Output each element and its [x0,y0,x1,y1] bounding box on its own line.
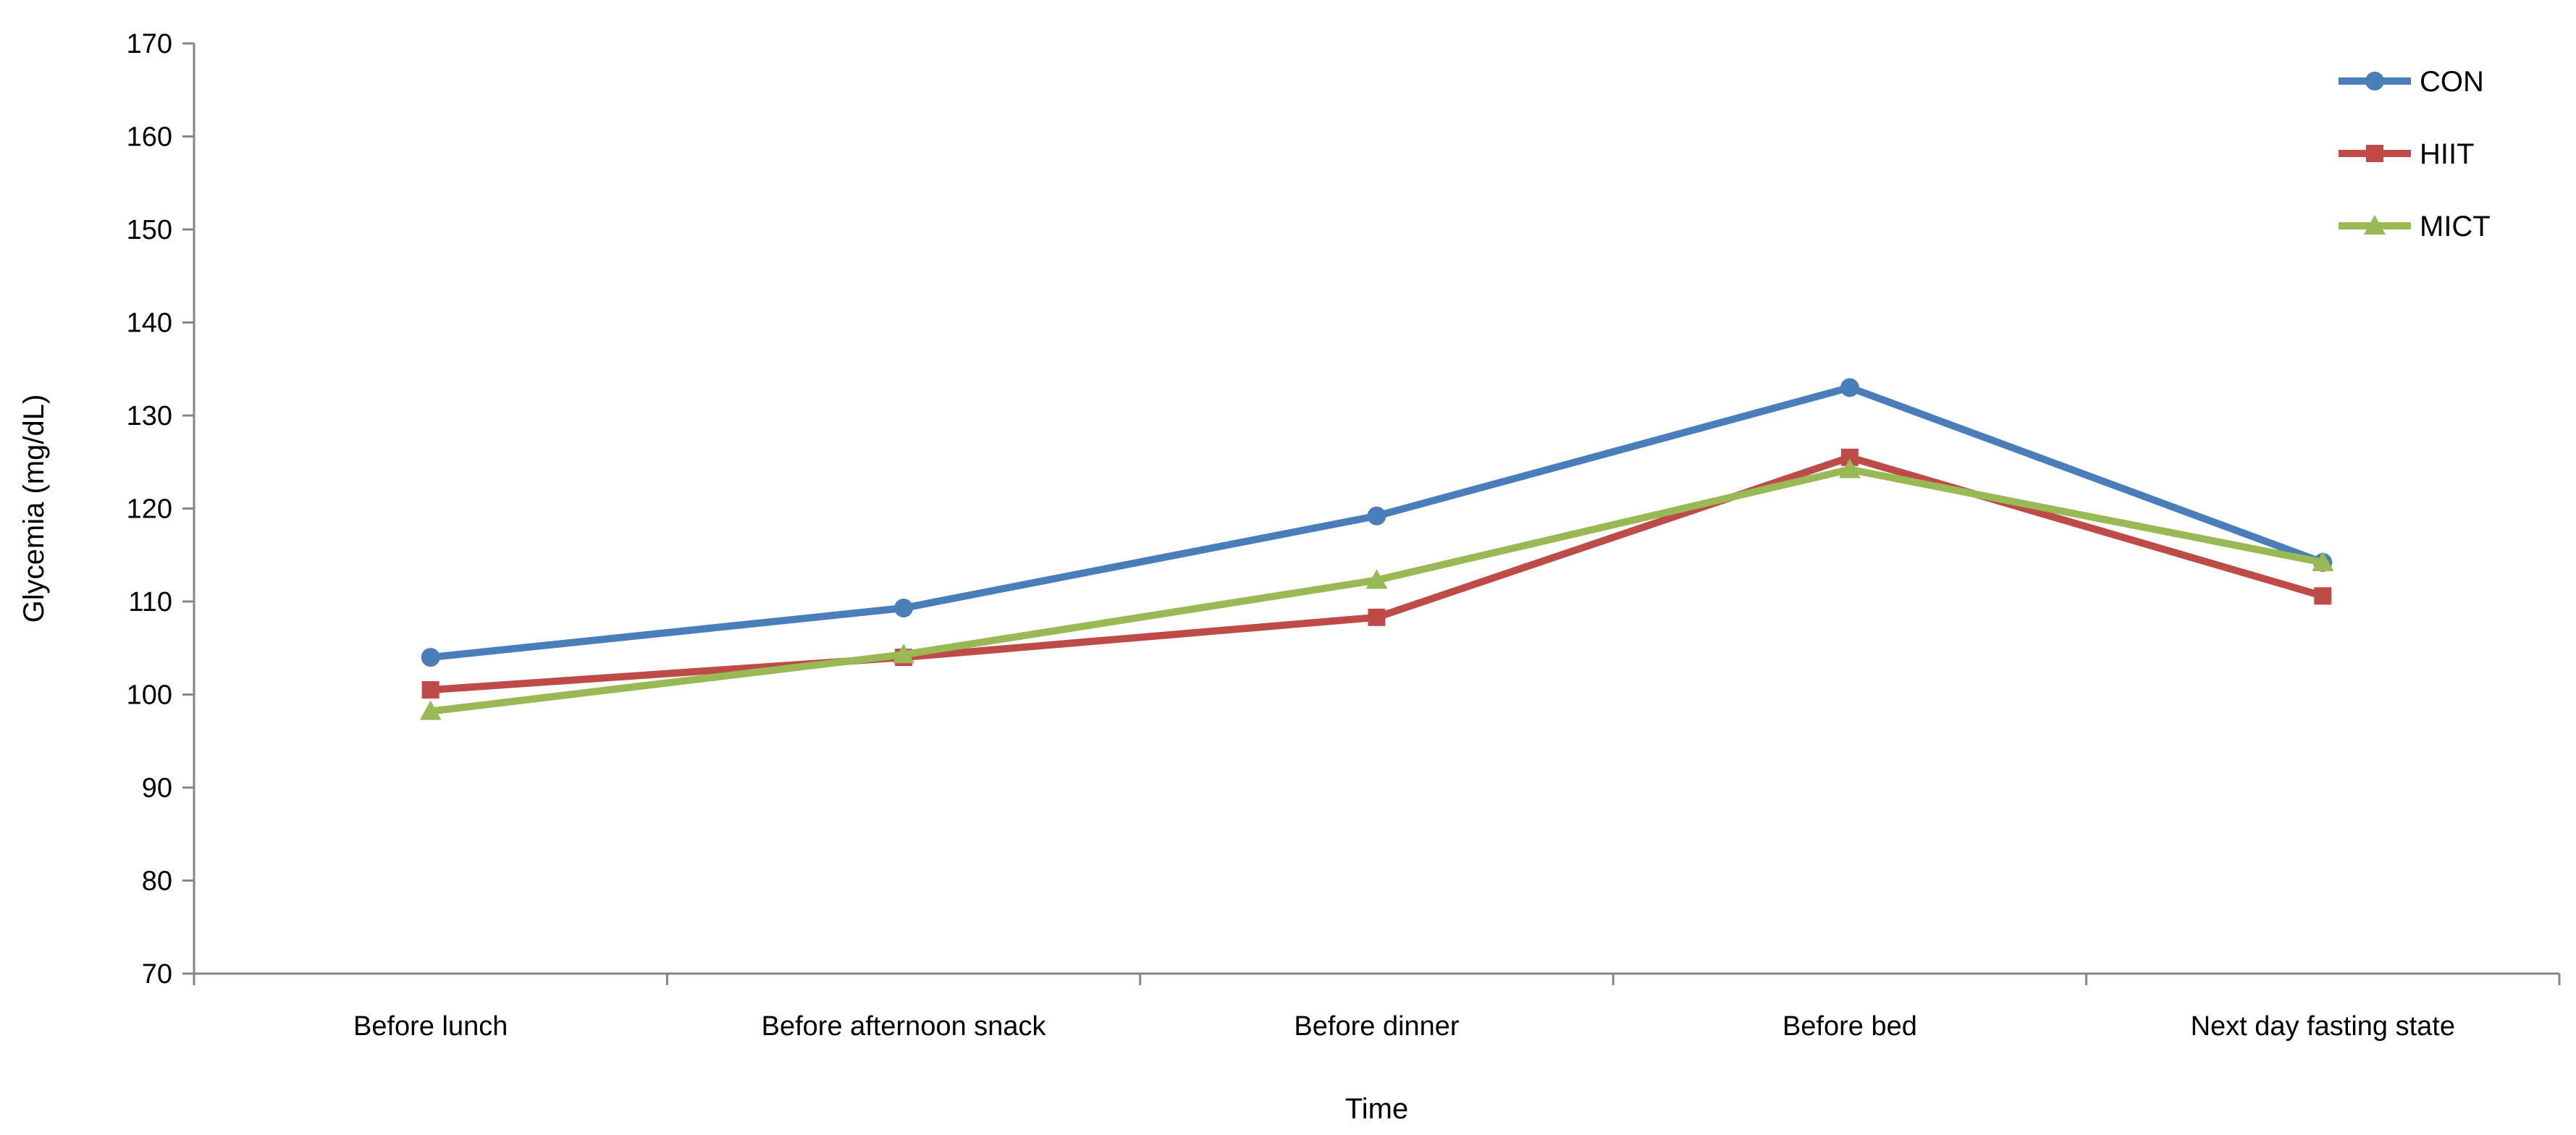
legend-marker-con [2365,72,2384,90]
y-axis-ticks: 70 80 90 100 110 120 130 140 150 160 170 [127,29,194,990]
x-tick-label: Before lunch [353,1011,508,1042]
y-tick-label: 90 [142,773,172,803]
x-axis-title: Time [1345,1093,1408,1125]
x-axis-ticks: Before lunch Before afternoon snack Before… [193,974,2561,1042]
data-point-hiit [2314,587,2332,605]
y-tick-label: 160 [127,122,172,153]
data-point-con [1840,378,1859,397]
data-point-mict [419,700,442,720]
y-tick-label: 70 [142,959,172,990]
y-tick-label: 110 [128,587,172,617]
legend-item-con: CON [2339,66,2484,98]
series-layer [419,378,2334,720]
data-point-mict [1365,569,1388,589]
x-tick-label: Next day fasting state [2191,1011,2455,1042]
series-mict [419,458,2334,720]
data-point-hiit [1368,608,1386,626]
legend-label-hiit: HIIT [2420,138,2475,170]
data-point-mict [1838,458,1861,478]
legend-label-mict: MICT [2420,211,2491,242]
legend-marker-mict [2364,215,2386,235]
y-tick-label: 140 [127,308,172,339]
data-point-con [894,598,914,617]
legend-marker-hiit [2366,145,2383,162]
data-point-mict [893,644,915,664]
y-tick-label: 170 [127,29,172,59]
legend: CON HIIT MICT [2339,66,2491,242]
legend-label-con: CON [2420,66,2484,98]
y-tick-label: 120 [127,494,172,525]
data-point-mict [2312,552,2334,572]
x-tick-label: Before afternoon snack [762,1011,1047,1042]
series-line-mict [430,465,2324,715]
y-axis-title: Glycemia (mg/dL) [18,394,50,623]
y-tick-label: 150 [127,215,172,245]
y-tick-label: 130 [127,401,172,431]
legend-item-hiit: HIIT [2339,138,2475,170]
x-tick-label: Before dinner [1294,1011,1459,1042]
y-tick-label: 80 [142,866,172,897]
y-tick-label: 100 [127,680,172,711]
series-con [421,378,2333,667]
data-point-hiit [421,681,439,699]
data-point-con [421,648,440,667]
data-point-con [1367,506,1386,526]
x-tick-label: Before bed [1782,1011,1917,1042]
legend-item-mict: MICT [2339,211,2491,242]
